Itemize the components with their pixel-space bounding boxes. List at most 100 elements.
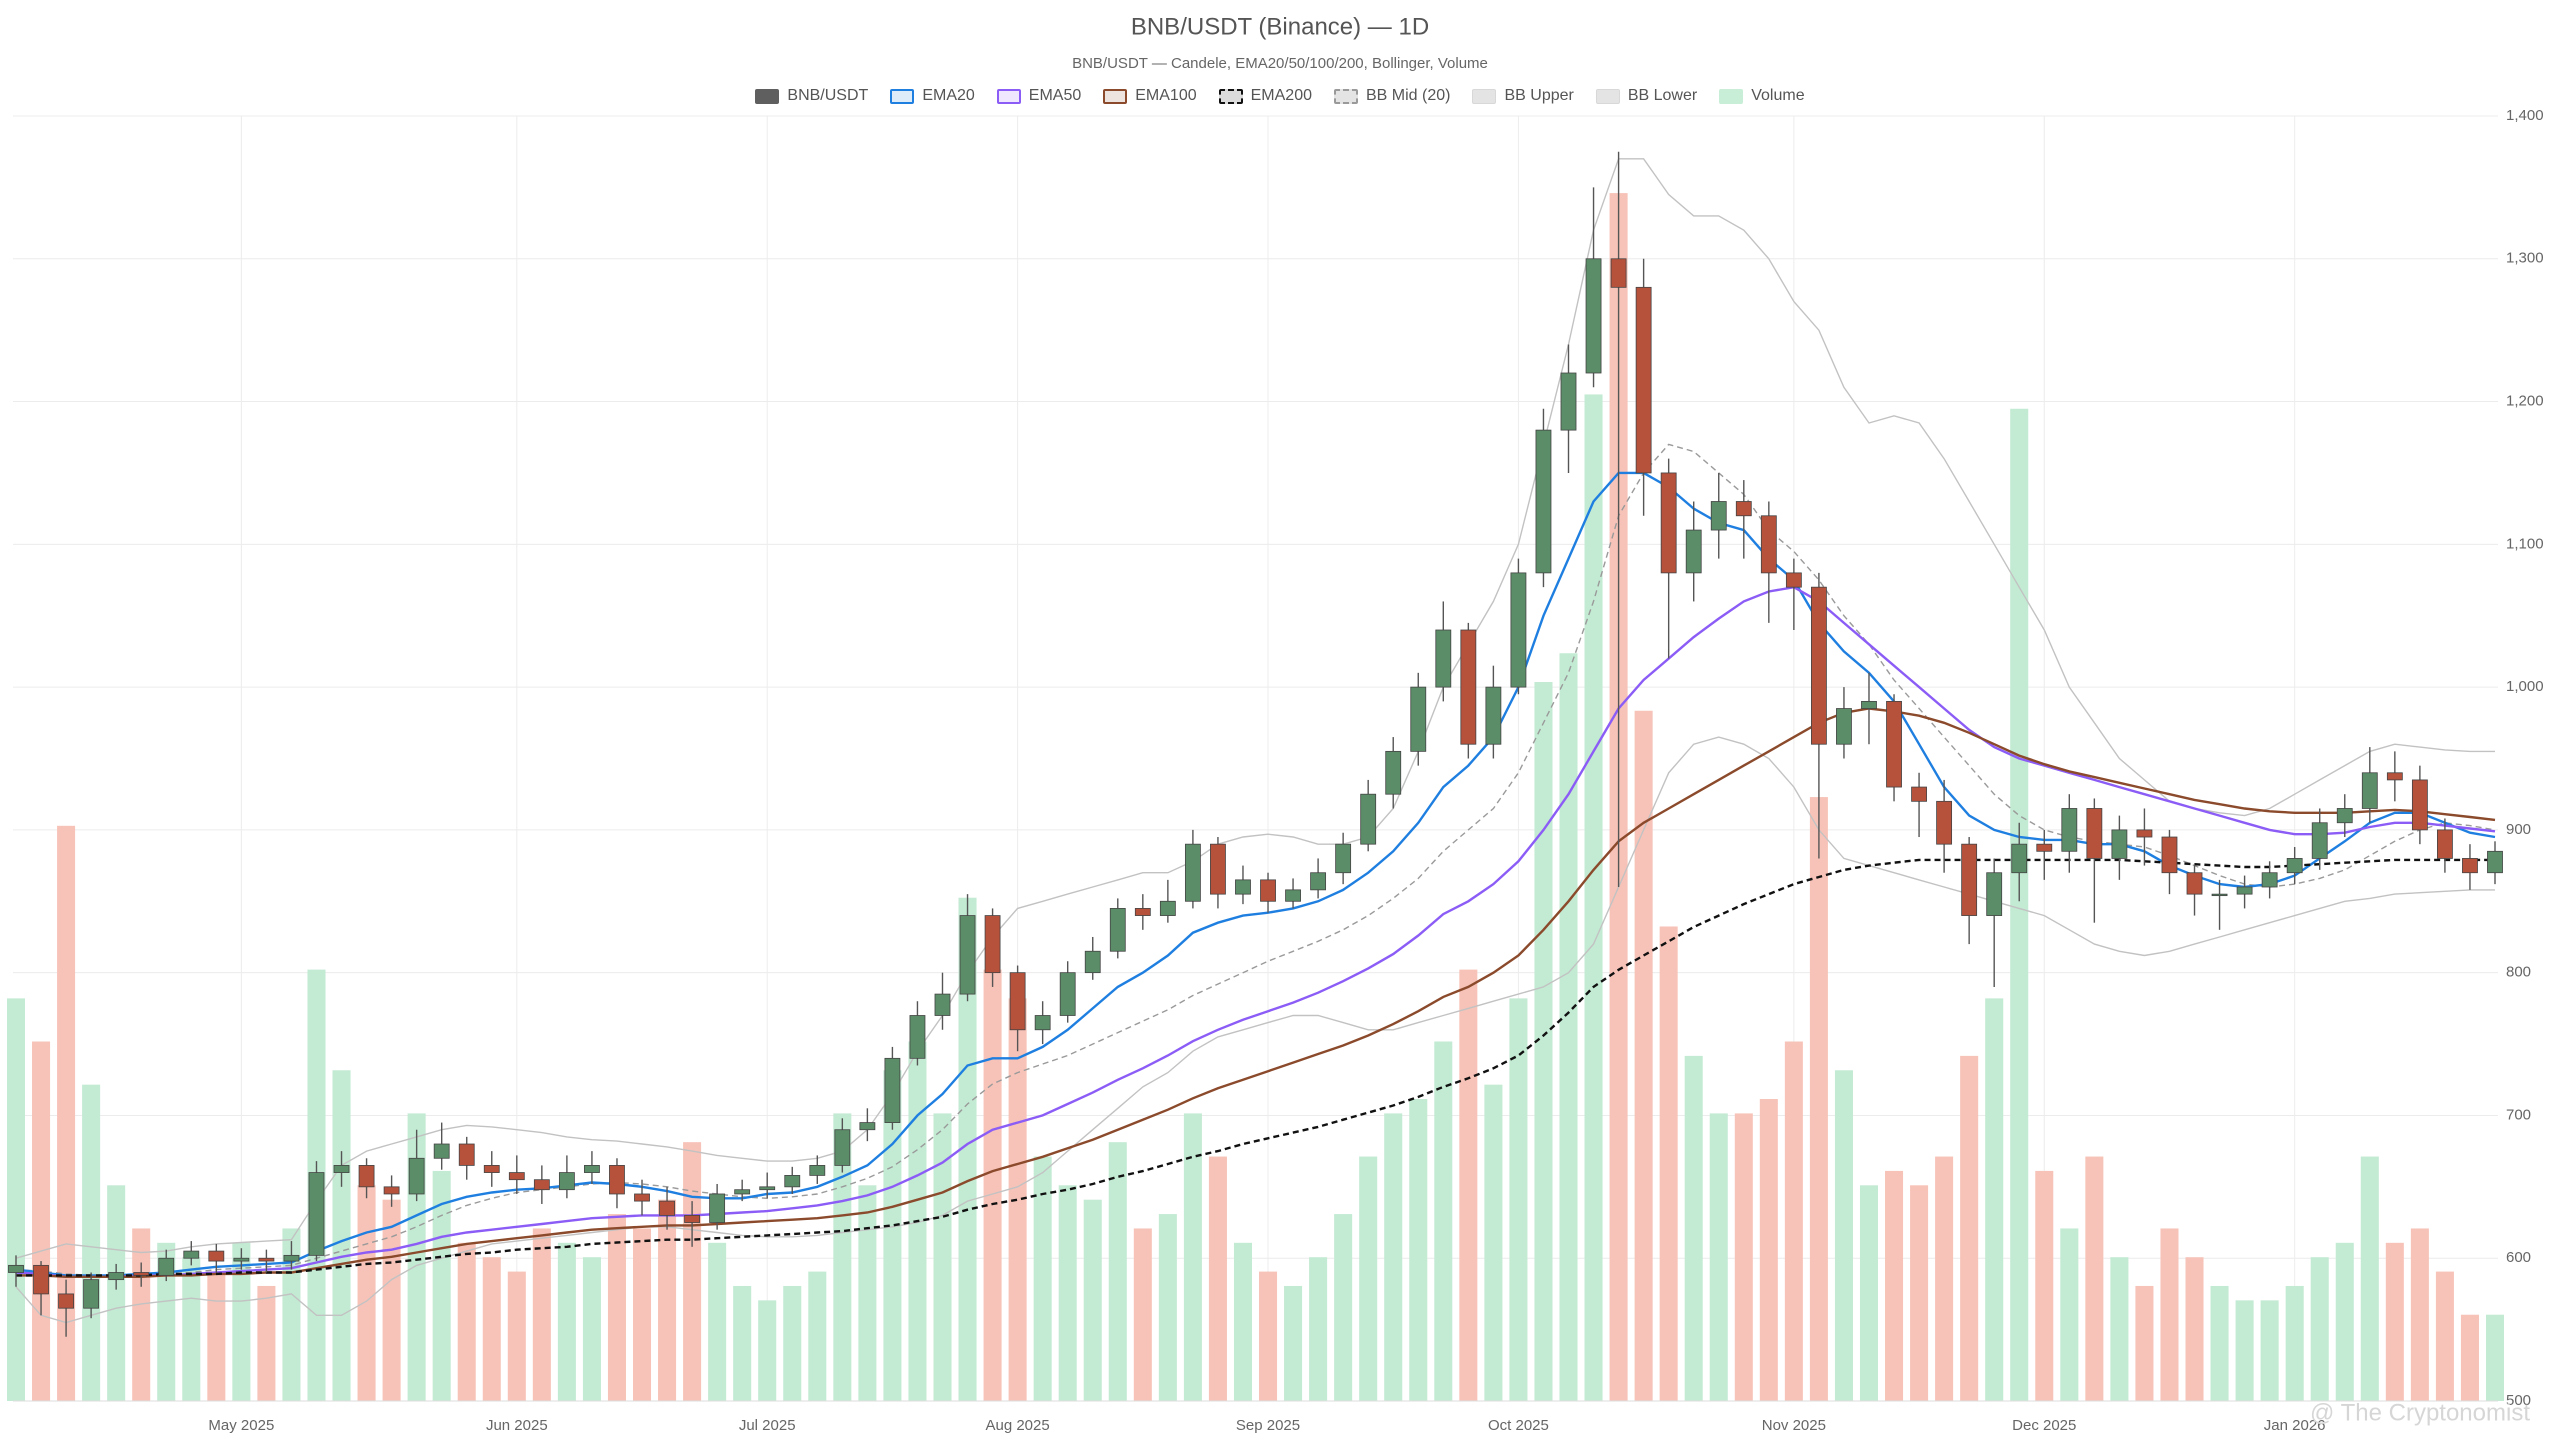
volume-bar bbox=[557, 1242, 576, 1401]
volume-bar bbox=[1784, 1041, 1803, 1401]
y-tick-label: 600 bbox=[2506, 1249, 2531, 1266]
candle-body bbox=[1961, 843, 1978, 916]
legend-label: EMA100 bbox=[1135, 87, 1197, 104]
volume-bar bbox=[1960, 1055, 1979, 1401]
volume-bar bbox=[2410, 1228, 2429, 1401]
volume-bar bbox=[132, 1228, 151, 1401]
candle-body bbox=[909, 1015, 926, 1059]
indicator-line bbox=[15, 443, 2496, 1278]
volume-bar bbox=[1058, 1185, 1077, 1401]
candle-body bbox=[2311, 822, 2328, 859]
candle-body bbox=[1861, 700, 1877, 709]
volume-bar bbox=[1434, 1041, 1453, 1401]
volume-bar bbox=[1233, 1242, 1252, 1401]
volume-bar bbox=[6, 998, 26, 1401]
candle-body bbox=[1084, 950, 1101, 974]
legend-swatch bbox=[1218, 88, 1243, 104]
volume-bar bbox=[1509, 998, 1528, 1401]
candle-body bbox=[1159, 900, 1176, 916]
volume-bar bbox=[1910, 1185, 1929, 1401]
candle-body bbox=[1009, 972, 1026, 1031]
candle-body bbox=[308, 1172, 325, 1256]
candle-body bbox=[1235, 879, 1251, 895]
volume-bar bbox=[1885, 1170, 1904, 1401]
volume-bar bbox=[382, 1199, 401, 1401]
y-tick-label: 1,400 bbox=[2506, 107, 2544, 124]
volume-bar bbox=[57, 825, 76, 1401]
candle-body bbox=[108, 1272, 125, 1281]
volume-bar bbox=[1659, 926, 1678, 1401]
emas-layer bbox=[15, 471, 2496, 1278]
candle-body bbox=[1485, 686, 1502, 745]
volume-bar bbox=[958, 897, 977, 1401]
y-tick-label: 900 bbox=[2506, 821, 2531, 838]
candle-body bbox=[158, 1257, 175, 1276]
candle-body bbox=[659, 1200, 675, 1216]
indicator-line bbox=[16, 707, 2496, 1278]
volume-bar bbox=[1484, 1084, 1503, 1401]
candle-body bbox=[508, 1172, 525, 1181]
candle-body bbox=[1260, 879, 1276, 902]
candle-body bbox=[2036, 843, 2053, 852]
watermark: @ The Cryptonomist bbox=[2310, 1399, 2530, 1426]
candle-body bbox=[1410, 686, 1427, 752]
volume-bar bbox=[1334, 1214, 1353, 1401]
volume-bar bbox=[2485, 1314, 2505, 1401]
volume-bar bbox=[457, 1242, 476, 1401]
candle-body bbox=[934, 993, 951, 1016]
candle-body bbox=[2186, 872, 2203, 895]
candle-body bbox=[1059, 972, 1076, 1016]
candle-body bbox=[483, 1165, 500, 1173]
candle-body bbox=[834, 1129, 851, 1166]
volume-bar bbox=[783, 1285, 802, 1401]
candle-body bbox=[709, 1193, 726, 1223]
legend-swatch bbox=[1472, 88, 1497, 104]
volume-bar bbox=[2210, 1285, 2229, 1401]
y-tick-label: 1,000 bbox=[2506, 678, 2544, 695]
legend-item: BB Upper bbox=[1472, 87, 1574, 105]
volume-bar bbox=[157, 1242, 176, 1401]
candle-body bbox=[1836, 708, 1852, 745]
candle-body bbox=[333, 1165, 350, 1173]
candle-body bbox=[408, 1157, 425, 1195]
volume-bar bbox=[2060, 1228, 2079, 1401]
candle-body bbox=[2286, 858, 2303, 874]
indicator-line bbox=[15, 158, 2495, 1259]
volume-bar bbox=[207, 1271, 226, 1401]
candle-body bbox=[233, 1257, 250, 1262]
volume-bar bbox=[933, 1113, 952, 1401]
candle-body bbox=[83, 1279, 100, 1309]
axis-layer: 500 600 700 800 900 1,000 1,100 1,200 1,300 1,400… bbox=[13, 107, 2544, 1434]
legend: BNB/USDT EMA20 EMA50 EMA100 EMA200 BB Mid (20… bbox=[0, 83, 2560, 109]
candle-body bbox=[734, 1189, 751, 1195]
candle-body bbox=[383, 1186, 400, 1195]
chart-subtitle: BNB/USDT — Candele, EMA20/50/100/200, Bo… bbox=[1072, 55, 1488, 72]
candle-body bbox=[2236, 886, 2253, 895]
legend-swatch bbox=[1595, 88, 1620, 104]
candle-body bbox=[1735, 501, 1752, 517]
volume-bar bbox=[708, 1242, 727, 1401]
volume-layer bbox=[6, 193, 2505, 1402]
indicator-line bbox=[15, 585, 2496, 1278]
volume-bar bbox=[32, 1041, 51, 1401]
volume-bar bbox=[1985, 998, 2004, 1401]
volume-bar bbox=[1384, 1113, 1403, 1401]
candle-body bbox=[33, 1264, 49, 1295]
candle-body bbox=[684, 1214, 701, 1223]
legend-label: BNB/USDT bbox=[787, 87, 869, 104]
y-tick-label: 500 bbox=[2506, 1392, 2531, 1409]
volume-bar bbox=[683, 1142, 702, 1401]
volume-bar bbox=[1183, 1113, 1202, 1401]
legend-label: EMA50 bbox=[1028, 87, 1082, 104]
candle-body bbox=[58, 1293, 74, 1309]
legend-item: EMA20 bbox=[890, 87, 975, 105]
candle-body bbox=[358, 1165, 375, 1188]
volume-bar bbox=[758, 1300, 777, 1401]
candle-body bbox=[1986, 872, 2003, 916]
candle-body bbox=[458, 1143, 475, 1166]
candle-body bbox=[859, 1122, 876, 1131]
volume-bar bbox=[2285, 1285, 2304, 1401]
volume-bar bbox=[1559, 653, 1578, 1401]
volume-bar bbox=[232, 1242, 251, 1401]
